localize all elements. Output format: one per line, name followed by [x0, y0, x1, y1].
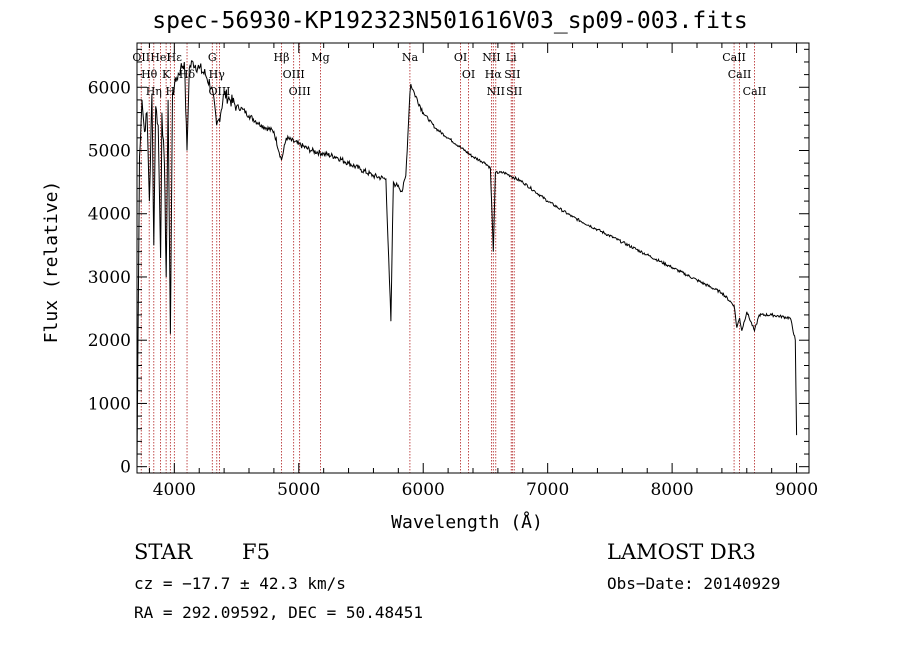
obs-date: Obs−Date: 20140929: [607, 574, 781, 593]
x-tick-label-5000: 5000: [277, 480, 320, 500]
label-hε: Hε: [167, 51, 183, 64]
label-oi: OI: [462, 68, 475, 81]
label-caii: CaII: [728, 68, 752, 81]
label-hγ: Hγ: [209, 68, 226, 81]
label-sii: SII: [506, 85, 522, 98]
label-h: H: [166, 85, 176, 98]
label-nii: NII: [482, 51, 500, 64]
redshift-cz: cz = −17.7 ± 42.3 km/s: [134, 574, 346, 593]
y-axis-label: Flux (relative): [41, 181, 62, 344]
label-li: Li: [506, 51, 517, 64]
label-oiii: OIII: [289, 85, 311, 98]
label-oiii: OIII: [283, 68, 305, 81]
axes: [136, 42, 810, 474]
label-hη: Hη: [146, 85, 162, 98]
line-markers: [140, 43, 755, 473]
x-axis-label: Wavelength (Å): [391, 511, 543, 533]
label-nii: NII: [487, 85, 505, 98]
chart-title: spec-56930-KP192323N501616V03_sp09-003.f…: [152, 8, 748, 34]
y-tick-label-0: 0: [120, 458, 131, 478]
y-tick-label-2000: 2000: [88, 331, 131, 351]
label-na: Na: [402, 51, 419, 64]
coordinates: RA = 292.09592, DEC = 50.48451: [134, 603, 423, 622]
label-hδ: Hδ: [179, 68, 196, 81]
object-type: STAR: [134, 540, 193, 564]
label-mg: Mg: [311, 51, 329, 64]
subclass: F5: [242, 540, 270, 564]
label-hβ: Hβ: [274, 51, 290, 64]
label-caii: CaII: [743, 85, 767, 98]
label-hα: Hα: [485, 68, 503, 81]
x-tick-label-7000: 7000: [526, 480, 569, 500]
label-caii: CaII: [722, 51, 746, 64]
ticks: 4000 5000 6000 7000 8000 9000 0 1000 2000 3000 400…: [88, 43, 818, 500]
y-tick-label-6000: 6000: [88, 78, 131, 98]
label-oi: OI: [454, 51, 467, 64]
y-tick-label-3000: 3000: [88, 268, 131, 288]
x-tick-label-8000: 8000: [650, 480, 693, 500]
x-tick-label-4000: 4000: [153, 480, 196, 500]
plot-frame: [136, 42, 810, 474]
label-hei: HeI: [150, 51, 170, 64]
survey-label: LAMOST DR3: [607, 540, 756, 564]
spectrum-line: [136, 60, 798, 466]
y-tick-label-4000: 4000: [88, 205, 131, 225]
label-k: K: [162, 68, 171, 81]
label-g: G: [208, 51, 217, 64]
x-tick-label-6000: 6000: [402, 480, 445, 500]
x-tick-label-9000: 9000: [775, 480, 818, 500]
y-tick-label-5000: 5000: [88, 142, 131, 162]
label-hθ: Hθ: [141, 68, 158, 81]
label-sii: SII: [504, 68, 520, 81]
y-tick-label-1000: 1000: [88, 394, 131, 414]
